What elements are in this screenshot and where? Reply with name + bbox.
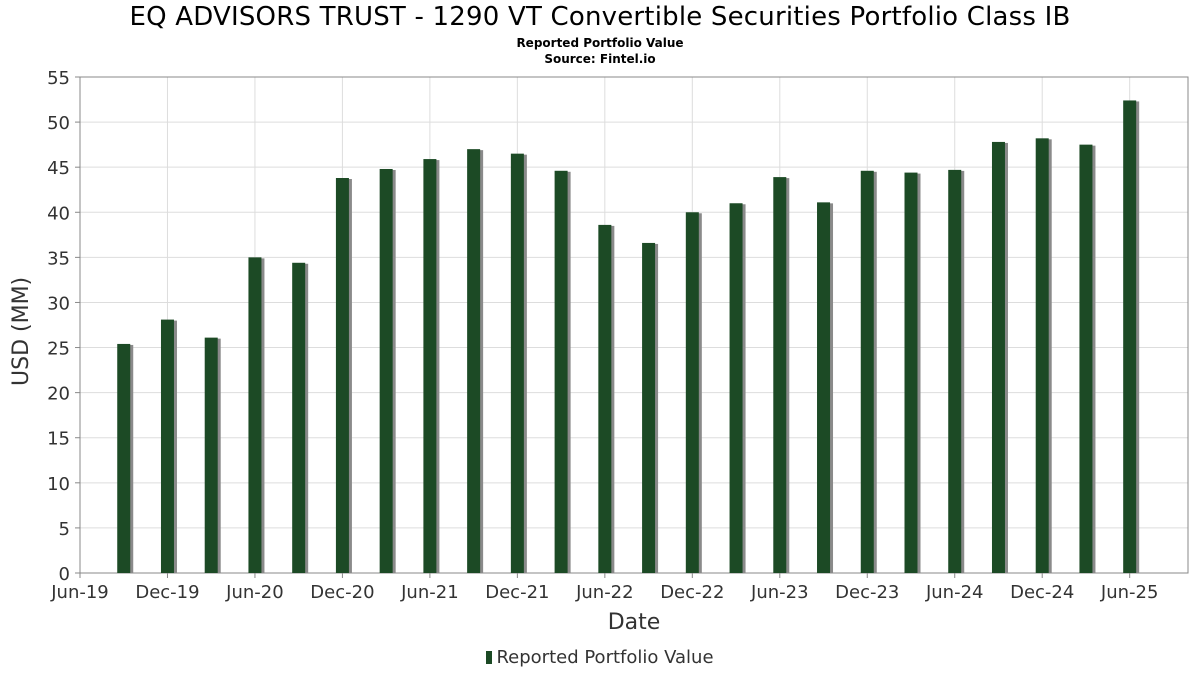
bar bbox=[948, 169, 962, 573]
y-tick-label: 20 bbox=[47, 384, 70, 405]
chart-title: EQ ADVISORS TRUST - 1290 VT Convertible … bbox=[129, 2, 1071, 32]
bar bbox=[817, 202, 831, 573]
y-tick-label: 25 bbox=[47, 339, 70, 360]
gridlines bbox=[79, 76, 1188, 574]
bar bbox=[1123, 100, 1137, 574]
bar bbox=[860, 170, 874, 573]
x-tick-label: Dec-24 bbox=[1010, 582, 1074, 603]
x-tick-label: Jun-20 bbox=[225, 582, 284, 603]
x-axis: Jun-19 Dec-19 Jun-20 Dec-20 Jun-21 Dec-21 Jun-… bbox=[50, 573, 1158, 603]
y-tick-label: 30 bbox=[47, 293, 70, 314]
y-tick-label: 35 bbox=[47, 248, 70, 269]
bar bbox=[729, 203, 743, 573]
chart-subtitle-2: Source: Fintel.io bbox=[544, 52, 656, 66]
legend-swatch bbox=[486, 651, 493, 664]
x-tick-label: Dec-23 bbox=[835, 582, 899, 603]
bar bbox=[379, 168, 393, 573]
bars bbox=[117, 100, 1140, 574]
bar bbox=[423, 159, 437, 573]
bar bbox=[1035, 138, 1049, 573]
bar bbox=[467, 149, 481, 574]
x-tick-label: Jun-24 bbox=[925, 582, 984, 603]
bar bbox=[335, 178, 349, 573]
y-tick-label: 10 bbox=[47, 474, 70, 495]
y-tick-label: 40 bbox=[47, 203, 70, 224]
chart-subtitle-1: Reported Portfolio Value bbox=[516, 36, 684, 50]
y-tick-label: 55 bbox=[47, 68, 70, 89]
bar bbox=[685, 212, 699, 574]
x-tick-label: Jun-23 bbox=[750, 582, 809, 603]
bar bbox=[117, 343, 131, 573]
bar bbox=[642, 242, 656, 573]
x-axis-label: Date bbox=[608, 610, 661, 635]
x-tick-label: Jun-22 bbox=[575, 582, 634, 603]
x-tick-label: Dec-20 bbox=[310, 582, 374, 603]
x-tick-label: Jun-25 bbox=[1100, 582, 1159, 603]
legend-label: Reported Portfolio Value bbox=[496, 647, 714, 668]
x-tick-label: Dec-22 bbox=[660, 582, 724, 603]
bar bbox=[991, 141, 1005, 573]
plot-area bbox=[79, 76, 1189, 574]
bar bbox=[598, 224, 612, 573]
bar bbox=[204, 337, 218, 573]
bar bbox=[510, 153, 524, 573]
bar bbox=[1079, 144, 1093, 574]
legend: Reported Portfolio Value bbox=[0, 647, 1200, 668]
bar bbox=[248, 257, 262, 573]
bar bbox=[292, 262, 306, 573]
bar bbox=[554, 170, 568, 573]
y-tick-label: 5 bbox=[59, 519, 70, 540]
bar bbox=[160, 319, 174, 573]
y-axis-label: USD (MM) bbox=[9, 276, 34, 386]
bar bbox=[904, 172, 918, 574]
x-tick-label: Dec-21 bbox=[485, 582, 549, 603]
x-tick-label: Jun-19 bbox=[50, 582, 109, 603]
y-tick-label: 45 bbox=[47, 158, 70, 179]
bar bbox=[773, 177, 787, 574]
y-tick-label: 0 bbox=[59, 564, 70, 585]
x-tick-label: Dec-19 bbox=[135, 582, 199, 603]
y-tick-label: 15 bbox=[47, 429, 70, 450]
y-axis: 0 5 10 15 20 25 30 35 40 45 50 55 bbox=[47, 68, 80, 585]
x-tick-label: Jun-21 bbox=[400, 582, 459, 603]
y-tick-label: 50 bbox=[47, 113, 70, 134]
